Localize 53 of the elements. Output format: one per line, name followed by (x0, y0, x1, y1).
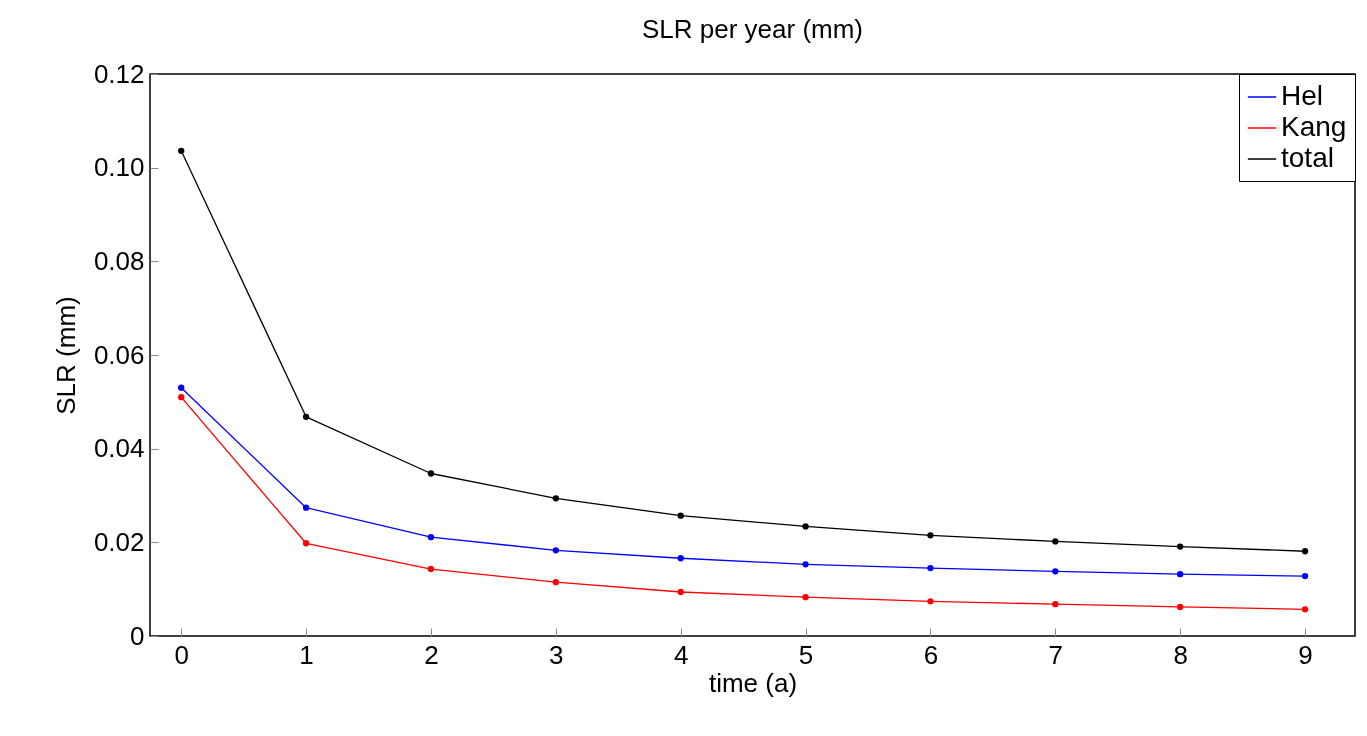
point (1177, 571, 1184, 578)
point (552, 547, 559, 554)
point (178, 147, 185, 154)
y-tick-label: 0.10 (93, 152, 145, 183)
point (802, 523, 809, 530)
point (1301, 606, 1309, 613)
x-tick-label: 4 (673, 639, 689, 670)
x-tick-label: 9 (1298, 639, 1313, 670)
point (802, 561, 809, 568)
point (1301, 572, 1309, 580)
x-tick-label: 1 (299, 639, 314, 670)
y-axis-title: SLR (mm) (50, 296, 81, 415)
x-tick-label: 0 (174, 639, 189, 670)
point (302, 413, 310, 420)
x-tick-label: 8 (1173, 639, 1188, 670)
point (1177, 543, 1184, 550)
legend-label: Kang (1281, 111, 1347, 142)
x-tick-label: 5 (798, 639, 814, 670)
x-tick-label: 3 (549, 639, 564, 670)
point (927, 564, 934, 572)
x-tick-label: 6 (923, 639, 939, 670)
y-tick-label: 0 (130, 620, 145, 651)
point (427, 565, 435, 573)
point (427, 534, 435, 541)
point (1052, 538, 1059, 545)
point (302, 540, 310, 547)
y-tick-label: 0.04 (93, 433, 145, 464)
chart-title: SLR per year (mm) (641, 14, 864, 44)
x-tick-label: 7 (1048, 639, 1064, 670)
x-tick-label: 2 (424, 639, 439, 670)
legend-label: total (1281, 142, 1334, 173)
y-tick-label: 0.06 (93, 339, 145, 370)
y-tick-label: 0.12 (93, 58, 145, 89)
point (927, 532, 934, 539)
point (677, 512, 684, 519)
point (302, 504, 310, 511)
point (677, 555, 684, 562)
point (427, 470, 435, 477)
x-axis-title: time (a) (708, 667, 798, 698)
point (552, 578, 559, 586)
y-tick-label: 0.02 (93, 526, 145, 557)
point (1052, 601, 1059, 608)
point (927, 598, 934, 605)
point (1301, 548, 1309, 555)
point (677, 588, 684, 596)
point (1052, 568, 1059, 575)
point (552, 495, 559, 502)
y-tick-label: 0.08 (93, 245, 145, 276)
point (802, 593, 809, 601)
point (178, 393, 185, 401)
point (178, 384, 185, 391)
legend-label: Hel (1281, 80, 1324, 111)
point (1177, 603, 1184, 611)
